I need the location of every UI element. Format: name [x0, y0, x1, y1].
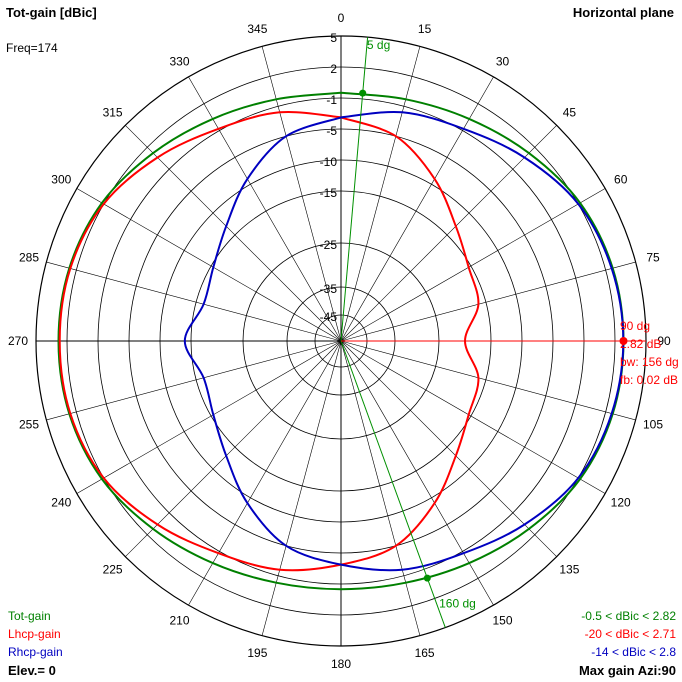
- angle-label-240: 240: [51, 496, 71, 510]
- marker-line-5dg: [340, 37, 369, 342]
- angle-label-195: 195: [247, 646, 267, 660]
- angle-label-150: 150: [492, 614, 512, 628]
- marker-label-160dg: 160 dg: [439, 596, 476, 610]
- spoke-285: [46, 261, 342, 342]
- spoke-315: [125, 125, 342, 342]
- radial-tick--1: -1: [326, 93, 337, 107]
- spoke-30: [340, 76, 494, 342]
- series-lhcp-gain-line: [58, 110, 480, 572]
- spoke-225: [125, 340, 342, 557]
- angle-label-225: 225: [103, 562, 123, 576]
- spoke-135: [340, 340, 557, 557]
- beamwidth-label: bw: 156 dg: [620, 355, 679, 369]
- angle-label-285: 285: [19, 250, 39, 264]
- series-rhcp-gain-line: [183, 110, 625, 572]
- chart-title: Tot-gain [dBic]: [6, 5, 97, 20]
- marker-dot-5dg: [359, 89, 367, 97]
- spoke-75: [340, 261, 636, 342]
- angle-label-135: 135: [559, 562, 579, 576]
- radial-tick--5: -5: [326, 124, 337, 138]
- angle-label-15: 15: [418, 22, 432, 36]
- angle-label-210: 210: [169, 614, 189, 628]
- legend-rhcp-name: Rhcp-gain: [8, 645, 63, 659]
- max-gain-value: 2.82 dB: [620, 337, 661, 351]
- angle-label-90: 90: [657, 334, 671, 348]
- angle-label-60: 60: [614, 173, 628, 187]
- angle-label-30: 30: [496, 54, 510, 68]
- radial-tick-5: 5: [330, 31, 337, 45]
- legend-lhcp-name: Lhcp-gain: [8, 627, 61, 641]
- legend-tot-range: -0.5 < dBic < 2.82: [581, 609, 676, 623]
- spoke-345: [261, 46, 342, 342]
- angle-label-75: 75: [646, 250, 660, 264]
- max-gain-label: Max gain Azi:90: [578, 663, 676, 678]
- marker-label-5dg: 5 dg: [367, 38, 390, 52]
- angle-label-255: 255: [19, 418, 39, 432]
- spoke-15: [340, 46, 421, 342]
- fb-label: fb: 0.02 dB: [620, 373, 678, 387]
- angle-label-45: 45: [563, 106, 577, 120]
- elevation-label: Elev.= 0: [8, 663, 56, 678]
- angle-label-315: 315: [103, 106, 123, 120]
- angle-label-330: 330: [169, 54, 189, 68]
- angle-label-165: 165: [415, 646, 435, 660]
- spoke-210: [188, 340, 342, 606]
- series-tot-gain-line: [57, 91, 625, 591]
- angle-label-345: 345: [247, 22, 267, 36]
- radial-tick-2: 2: [330, 62, 337, 76]
- spoke-60: [340, 188, 606, 342]
- angle-label-270: 270: [8, 334, 28, 348]
- radial-tick--15: -15: [320, 186, 338, 200]
- spoke-120: [340, 340, 606, 494]
- spoke-255: [46, 340, 342, 421]
- angle-label-105: 105: [643, 418, 663, 432]
- angle-label-300: 300: [51, 173, 71, 187]
- radial-tick--25: -25: [320, 238, 338, 252]
- radial-tick--35: -35: [320, 282, 338, 296]
- legend-rhcp-range: -14 < dBic < 2.8: [591, 645, 676, 659]
- marker-dot-160dg: [423, 574, 431, 582]
- spoke-330: [188, 76, 342, 342]
- spoke-105: [340, 340, 636, 421]
- spoke-240: [76, 340, 342, 494]
- angle-label-0: 0: [338, 11, 345, 25]
- spoke-165: [340, 340, 421, 636]
- spoke-195: [261, 340, 342, 636]
- radial-tick--45: -45: [320, 310, 338, 324]
- angle-label-180: 180: [331, 657, 351, 671]
- radial-tick--10: -10: [320, 155, 338, 169]
- spoke-150: [340, 340, 494, 606]
- spoke-45: [340, 125, 557, 342]
- angle-label-120: 120: [611, 496, 631, 510]
- legend-lhcp-range: -20 < dBic < 2.71: [584, 627, 676, 641]
- freq-label: Freq=174: [6, 41, 58, 55]
- marker-dot-90dg: [619, 337, 628, 345]
- plane-label: Horizontal plane: [572, 5, 674, 20]
- legend-tot-name: Tot-gain: [8, 609, 51, 623]
- spoke-300: [76, 188, 342, 342]
- max-dir-label: 90 dg: [620, 319, 650, 333]
